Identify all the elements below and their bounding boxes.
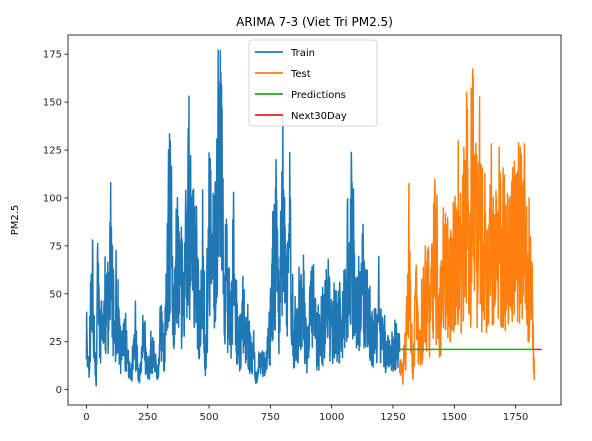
y-tick-label: 150: [43, 98, 62, 109]
legend-label-test: Test: [290, 69, 311, 80]
x-tick-label: 750: [261, 412, 280, 423]
y-tick-label: 50: [49, 289, 62, 300]
x-axis: 0 250 500 750 1000 1250 1500 1750: [83, 405, 528, 423]
y-tick-label: 0: [56, 385, 62, 396]
x-tick-label: 1500: [442, 412, 467, 423]
y-axis: 0 25 50 75 100 125 150 175: [43, 50, 68, 396]
plot-frame: [67, 34, 562, 406]
series-layer: [85, 49, 542, 387]
x-tick-label: 500: [199, 412, 218, 423]
legend: Train Test Predictions Next30Day: [248, 39, 378, 127]
legend-label-predictions: Predictions: [291, 90, 346, 101]
x-tick-label: 0: [83, 412, 89, 423]
y-tick-label: 75: [49, 241, 62, 252]
chart-title: ARIMA 7-3 (Viet Tri PM2.5): [236, 15, 393, 29]
y-axis-label: PM2.5: [10, 205, 21, 236]
y-tick-label: 25: [49, 337, 62, 348]
y-tick-label: 175: [43, 50, 62, 61]
legend-box: [248, 39, 378, 127]
x-tick-label: 1750: [503, 412, 528, 423]
plot-area: [67, 34, 562, 406]
y-tick-label: 100: [43, 193, 62, 204]
x-tick-label: 1250: [380, 412, 405, 423]
series-line-test: [398, 68, 536, 386]
series-line-train: [85, 49, 401, 387]
x-tick-label: 250: [138, 412, 157, 423]
x-tick-label: 1000: [319, 412, 344, 423]
legend-label-next30day: Next30Day: [291, 111, 347, 122]
legend-label-train: Train: [290, 48, 315, 59]
y-tick-label: 125: [43, 146, 62, 157]
